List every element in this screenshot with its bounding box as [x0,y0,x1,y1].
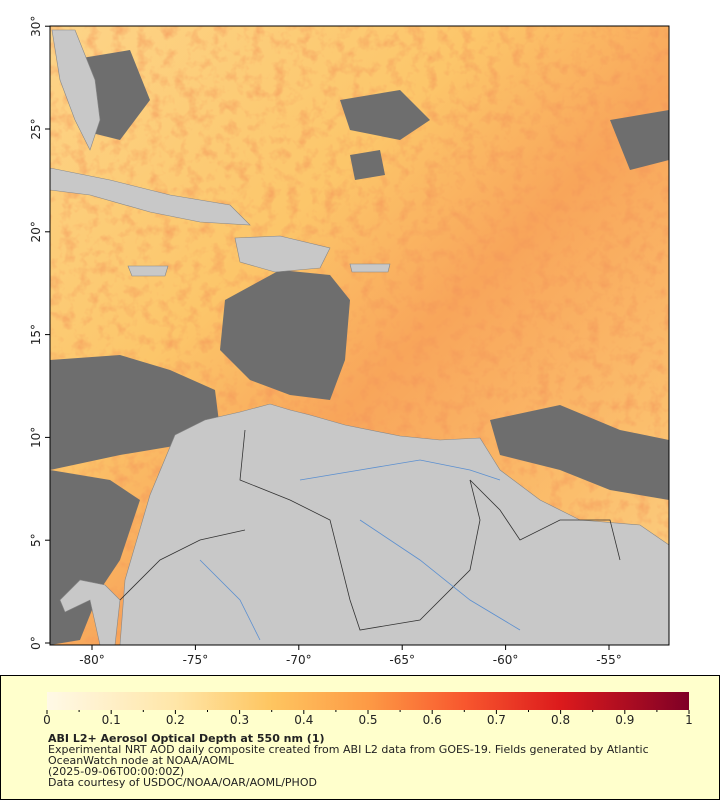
lat-label: 20° [29,221,43,242]
caption-title: ABI L2+ Aerosol Optical Depth at 550 nm … [48,732,325,745]
lat-label: 30° [29,16,43,37]
borders [119,429,621,631]
colorbar-label: 0.3 [230,713,249,727]
colorbar-label: 0.1 [102,713,121,727]
lon-axis: -80° -75° -70° -65° -60° -55° [79,645,622,667]
map-frame [49,25,670,646]
lon-label: -80° [79,653,105,667]
lat-label: 10° [29,427,43,448]
colorbar [47,692,689,710]
colorbar-label: 0.6 [423,713,442,727]
colorbar-label: 0 [43,713,51,727]
colorbar-label: 1 [685,713,693,727]
lat-label: 5° [29,533,43,547]
colorbar-label: 0.5 [358,713,377,727]
lon-label: -70° [286,653,312,667]
lon-label: -60° [493,653,519,667]
lon-label: -55° [596,653,622,667]
lon-label: -65° [389,653,415,667]
lat-label: 15° [29,324,43,345]
colorbar-ticks: 0 0.1 0.2 0.3 0.4 0.5 0.6 0.7 0.8 0.9 1 [43,710,693,727]
caption-line: Data courtesy of USDOC/NOAA/OAR/AOML/PHO… [48,776,317,789]
colorbar-label: 0.7 [487,713,506,727]
lat-label: 0° [29,636,43,650]
lat-label: 25° [29,118,43,139]
lon-label: -75° [183,653,209,667]
map [50,26,669,645]
colorbar-label: 0.2 [166,713,185,727]
colorbar-label: 0.4 [294,713,313,727]
caption-line: (2025-09-06T00:00:00Z) [48,765,184,778]
colorbar-label: 0.8 [551,713,570,727]
caption-line: OceanWatch node at NOAA/AOML [48,754,235,767]
land [50,29,669,645]
colorbar-label: 0.9 [615,713,634,727]
lat-axis: 0° 5° 10° 15° 20° 25° 30° [29,16,50,650]
caption-line: Experimental NRT AOD daily composite cre… [48,743,649,756]
no-data [50,50,669,645]
rivers [199,459,521,641]
